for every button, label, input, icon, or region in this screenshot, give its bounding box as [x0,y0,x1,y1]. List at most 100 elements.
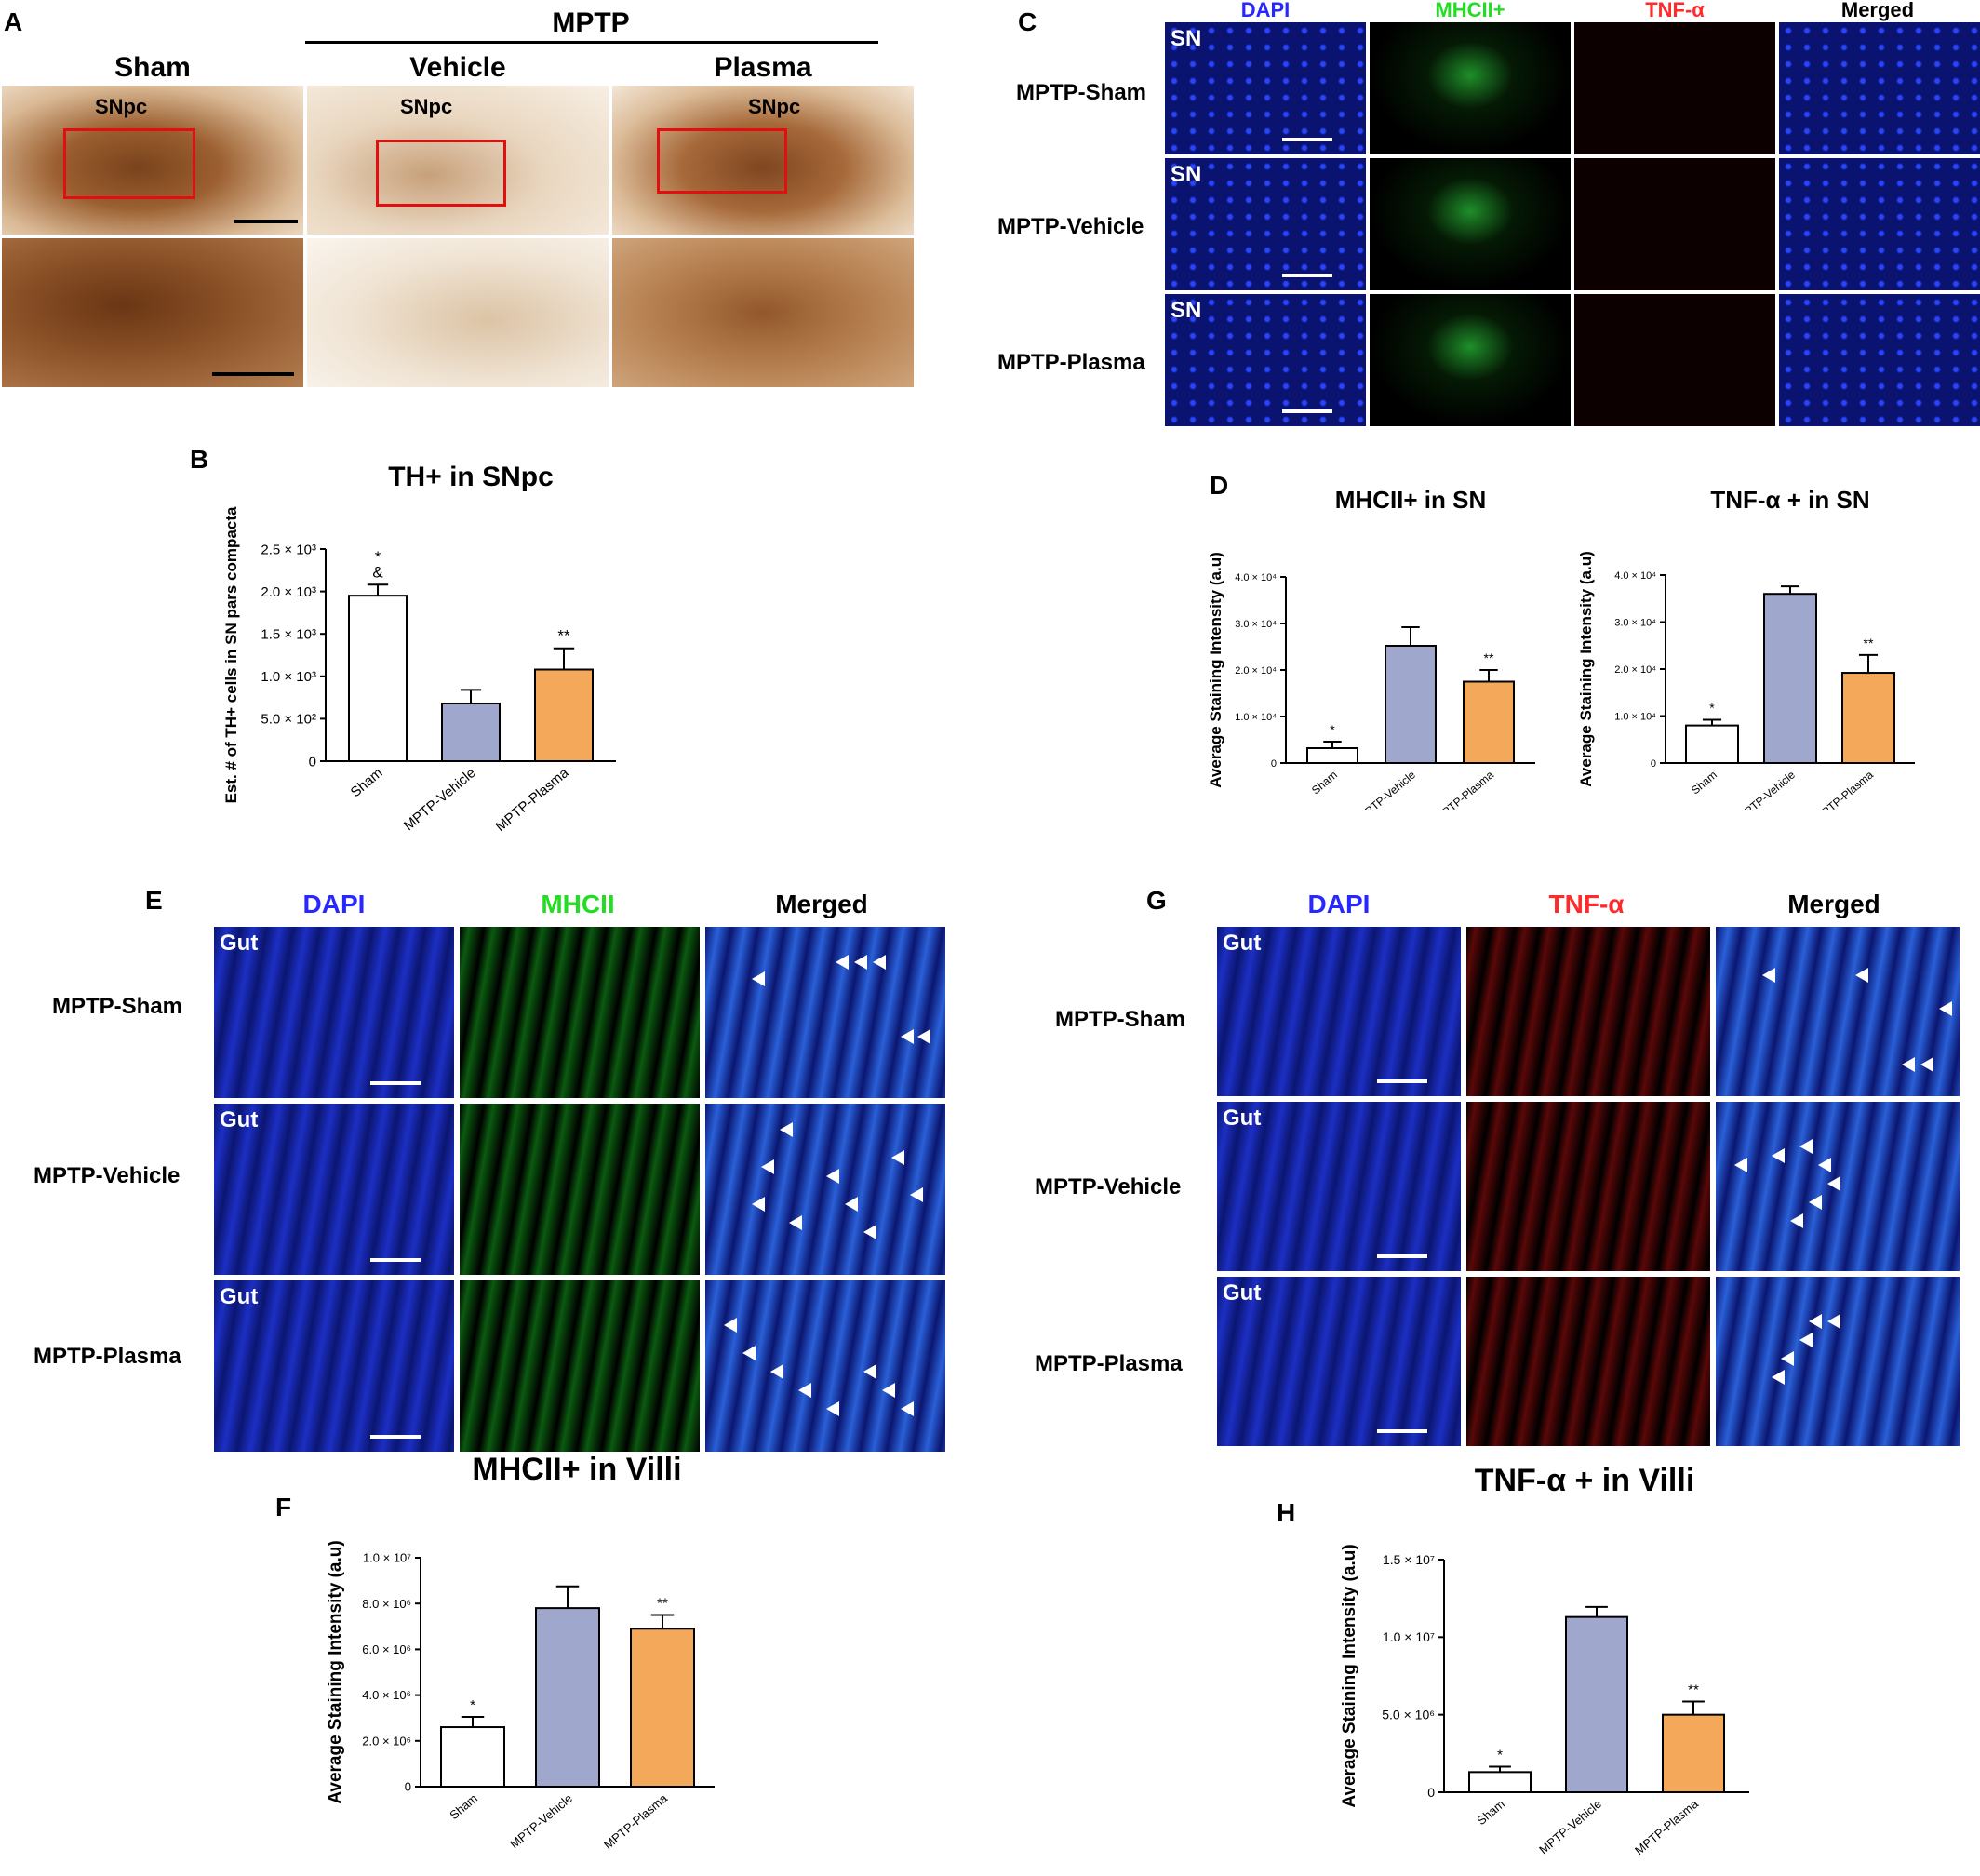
region-box [376,140,506,207]
y-tick-label: 0 [309,754,316,770]
c-image-r2-c3 [1574,158,1775,290]
g-image-r1-c2 [1466,927,1710,1096]
scale-bar [234,220,298,223]
region-tag: Gut [1223,1106,1262,1131]
x-tick-label: Sham [348,765,386,800]
scale-bar [1377,1079,1427,1083]
arrowhead-marker [863,1364,876,1379]
g-image-r2-c2 [1466,1102,1710,1271]
y-tick-label: 3.0 × 10⁴ [1614,617,1656,628]
x-tick-label: MPTP-Plasma [601,1790,670,1852]
g-col-header-tnf: TNF-α [1548,890,1625,918]
arrowhead-marker [1809,1195,1822,1210]
c-col-header-mhcii: MHCII+ [1435,0,1505,21]
y-tick-label: 5.0 × 10⁶ [1382,1708,1435,1722]
x-tick-label: MPTP-Plasma [1632,1796,1701,1857]
x-tick-label: Sham [1474,1797,1507,1828]
y-tick-label: 2.0 × 10⁴ [1235,665,1277,677]
significance-marker: & [372,563,383,581]
y-axis-label: Average Staining Intensity (a.u) [1577,551,1595,786]
g-row-label-plasma: MPTP-Plasma [1035,1351,1183,1376]
e-image-r1-c3 [705,927,945,1098]
arrowhead-marker [798,1383,811,1398]
bar-sham [440,1726,505,1788]
arrowhead-marker [1799,1139,1813,1154]
arrowhead-marker [752,1197,765,1212]
arrowhead-marker [1939,1001,1952,1016]
region-tag: SN [1171,162,1202,187]
y-axis-label: Est. # of TH+ cells in SN pars compacta [222,506,240,803]
bar-mptp-plasma [1463,680,1515,764]
scale-bar [1377,1429,1427,1433]
y-tick-label: 2.5 × 10³ [261,542,316,557]
c-col-header-dapi: DAPI [1240,0,1291,21]
y-tick-label: 3.0 × 10⁴ [1235,619,1277,630]
g-image-r2-c1: Gut [1217,1102,1461,1271]
x-tick-label: MPTP-Vehicle [401,765,479,834]
arrowhead-marker [863,1225,876,1240]
th-image-sham-high [2,238,303,387]
x-tick-label: MPTP-Vehicle [1735,768,1798,810]
c-image-r2-c1: SN [1165,158,1366,290]
significance-marker: ** [1484,650,1494,665]
region-tag: Gut [1223,931,1262,956]
e-col-header-dapi: DAPI [302,890,366,918]
scale-bar [370,1258,421,1262]
chart-title: TNF-α + in SN [1710,486,1869,514]
significance-marker: * [470,1697,475,1713]
x-tick-label: MPTP-Vehicle [507,1791,575,1851]
c-image-r1-c4 [1779,22,1980,154]
y-tick-label: 1.0 × 10⁷ [363,1551,411,1565]
significance-marker: * [1709,701,1715,716]
x-tick-label: MPTP-Plasma [493,765,572,836]
panel-letter-f: F [275,1493,292,1521]
arrowhead-marker [836,955,849,970]
arrowhead-marker [826,1169,839,1184]
c-row-label-plasma: MPTP-Plasma [997,350,1145,375]
y-tick-label: 5.0 × 10² [261,712,316,728]
bar-mptp-plasma [1841,672,1895,764]
arrowhead-marker [1827,1176,1840,1191]
c-image-r3-c4 [1779,294,1980,426]
c-image-r1-c1: SN [1165,22,1366,154]
significance-marker: * [1497,1748,1503,1763]
x-tick-label: MPTP-Vehicle [1536,1797,1604,1856]
y-tick-label: 1.5 × 10⁷ [1383,1552,1435,1567]
region-box [63,128,195,199]
y-tick-label: 1.0 × 10⁴ [1614,711,1656,722]
g-image-r1-c1: Gut [1217,927,1461,1096]
significance-marker: ** [1864,636,1874,650]
y-tick-label: 2.0 × 10⁶ [362,1734,411,1748]
g-image-r2-c3 [1716,1102,1960,1271]
e-col-header-mhcii: MHCII [541,890,615,918]
y-tick-label: 0 [1651,758,1656,770]
c-image-r3-c3 [1574,294,1775,426]
g-image-r3-c1: Gut [1217,1277,1461,1446]
bar-mptp-vehicle [535,1607,600,1789]
e-caption: MHCII+ in Villi [472,1452,682,1487]
e-image-r1-c2 [460,927,700,1098]
arrowhead-marker [1781,1351,1794,1366]
scale-bar [1377,1254,1427,1258]
e-image-r2-c2 [460,1104,700,1275]
th-image-vehicle-high [307,238,609,387]
e-image-r2-c1: Gut [214,1104,454,1275]
panel-letter-d: D [1210,471,1229,500]
region-tag: Gut [1223,1280,1262,1306]
arrowhead-marker [1920,1057,1933,1072]
significance-marker: * [375,548,381,566]
e-image-r3-c1: Gut [214,1280,454,1452]
arrowhead-marker [891,1150,904,1165]
x-tick-label: MPTP-Plasma [1433,768,1496,810]
significance-marker: ** [1688,1682,1699,1698]
col-header-plasma: Plasma [714,52,812,83]
chart-d-tnf: TNF-α + in SN 0 1.0 × 10⁴ 2.0 × 10⁴ 3.0 × 10… [1577,486,1915,810]
arrowhead-marker [1762,968,1775,983]
c-image-r3-c1: SN [1165,294,1366,426]
y-tick-label: 4.0 × 10⁴ [1235,572,1277,583]
significance-marker: ** [657,1596,668,1612]
e-row-label-plasma: MPTP-Plasma [33,1344,181,1369]
arrowhead-marker [901,1401,914,1416]
arrowhead-marker [873,955,886,970]
region-tag: Gut [220,931,259,956]
